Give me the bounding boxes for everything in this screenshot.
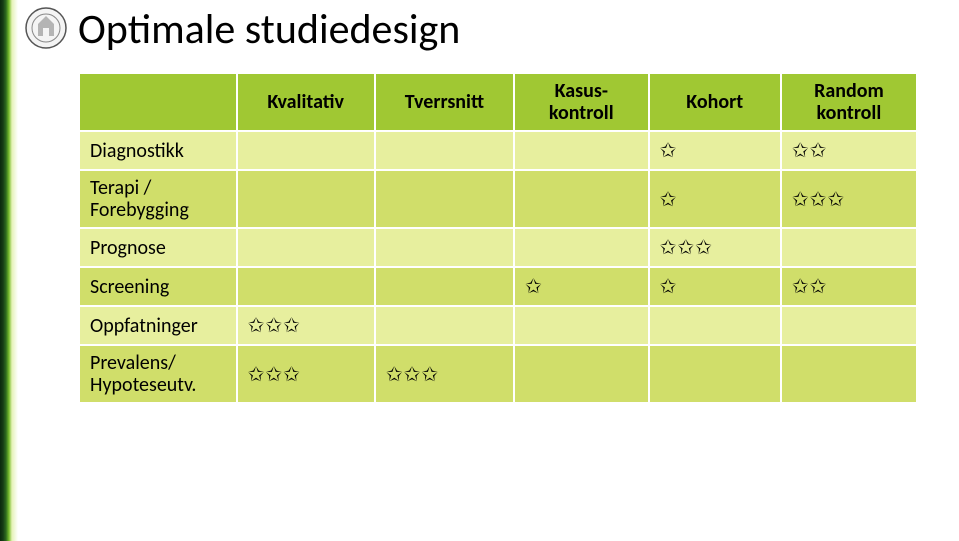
cell: ✩ <box>514 267 649 306</box>
slide: Optimale studiedesign Kvalitativ Tverrsn… <box>0 0 959 541</box>
cell <box>375 267 514 306</box>
cell <box>514 228 649 267</box>
row-label-line2: Hypoteseutv. <box>90 373 196 397</box>
table-header-row: Kvalitativ Tverrsnitt Kasus- kontroll Ko… <box>79 73 917 131</box>
cell: ✩✩✩ <box>375 345 514 403</box>
cell <box>649 345 781 403</box>
header-col-line2: kontroll <box>549 101 614 125</box>
cell: ✩✩✩ <box>781 170 917 228</box>
cell <box>375 228 514 267</box>
cell <box>237 131 375 170</box>
cell <box>514 306 649 345</box>
cell <box>649 306 781 345</box>
header-col: Kohort <box>649 73 781 131</box>
row-label-line1: Prevalens/ <box>90 351 176 375</box>
header-col-line1: Kasus- <box>555 79 608 103</box>
row-label: Prevalens/ Hypoteseutv. <box>79 345 237 403</box>
row-label-line1: Terapi / <box>90 176 151 200</box>
table-row: Terapi / Forebygging ✩ ✩✩✩ <box>79 170 917 228</box>
cell <box>514 170 649 228</box>
study-design-table: Kvalitativ Tverrsnitt Kasus- kontroll Ko… <box>78 72 918 404</box>
cell <box>781 345 917 403</box>
cell <box>375 131 514 170</box>
row-label-line2: Forebygging <box>90 198 189 222</box>
cell: ✩✩✩ <box>649 228 781 267</box>
slide-title: Optimale studiedesign <box>78 4 460 55</box>
header-empty <box>79 73 237 131</box>
table-row: Oppfatninger ✩✩✩ <box>79 306 917 345</box>
cell <box>375 306 514 345</box>
header-col-line1: Random <box>814 79 884 103</box>
cell: ✩✩✩ <box>237 345 375 403</box>
header-col: Tverrsnitt <box>375 73 514 131</box>
cell: ✩✩✩ <box>237 306 375 345</box>
cell <box>237 170 375 228</box>
cell <box>375 170 514 228</box>
cell: ✩ <box>649 131 781 170</box>
table-row: Prevalens/ Hypoteseutv. ✩✩✩ ✩✩✩ <box>79 345 917 403</box>
cell: ✩ <box>649 267 781 306</box>
row-label: Terapi / Forebygging <box>79 170 237 228</box>
row-label: Prognose <box>79 228 237 267</box>
university-logo <box>24 6 68 50</box>
header-col-line2: kontroll <box>817 101 882 125</box>
table-row: Diagnostikk ✩ ✩✩ <box>79 131 917 170</box>
cell <box>514 345 649 403</box>
table-row: Screening ✩ ✩ ✩✩ <box>79 267 917 306</box>
cell: ✩ <box>649 170 781 228</box>
cell <box>514 131 649 170</box>
table-row: Prognose ✩✩✩ <box>79 228 917 267</box>
row-label: Screening <box>79 267 237 306</box>
row-label: Oppfatninger <box>79 306 237 345</box>
cell <box>781 228 917 267</box>
header-col: Kasus- kontroll <box>514 73 649 131</box>
left-accent-bar <box>0 0 18 541</box>
cell: ✩✩ <box>781 131 917 170</box>
header-col: Kvalitativ <box>237 73 375 131</box>
cell: ✩✩ <box>781 267 917 306</box>
cell <box>237 267 375 306</box>
cell <box>237 228 375 267</box>
cell <box>781 306 917 345</box>
header-col: Random kontroll <box>781 73 917 131</box>
row-label: Diagnostikk <box>79 131 237 170</box>
